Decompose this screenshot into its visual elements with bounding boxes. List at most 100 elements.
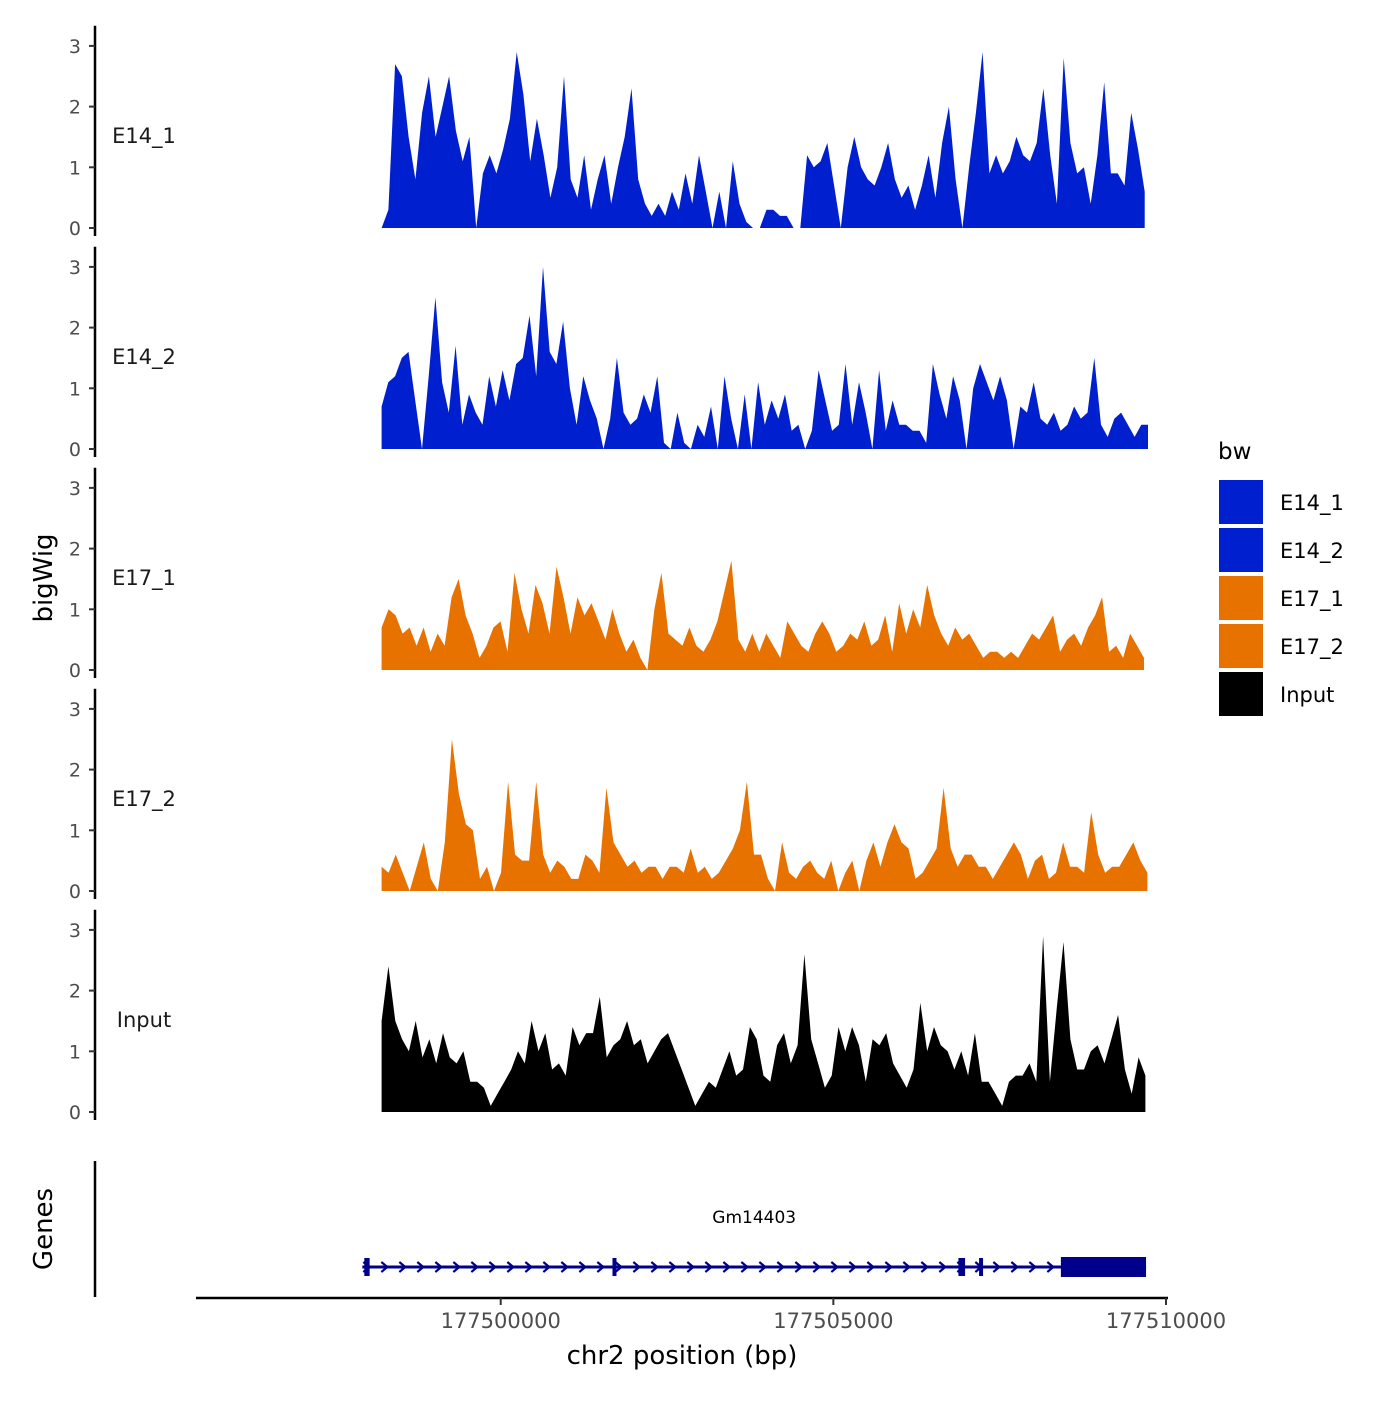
x-tick-label: 177505000 — [773, 1309, 893, 1333]
y-tick-label: 0 — [69, 218, 81, 240]
strand-chevron — [1028, 1261, 1038, 1273]
y-tick-label: 1 — [69, 157, 81, 179]
legend-key-E14_1 — [1219, 480, 1263, 524]
strand-chevron — [416, 1261, 426, 1273]
strand-chevron — [866, 1261, 876, 1273]
y-tick-label: 2 — [69, 318, 81, 340]
coverage-area-E14_1 — [381, 52, 1145, 228]
gene-exon — [979, 1258, 984, 1276]
x-tick-label: 177500000 — [441, 1309, 561, 1333]
strand-chevron — [380, 1261, 390, 1273]
legend-label-E17_1: E17_1 — [1280, 587, 1344, 612]
strand-chevron — [578, 1261, 588, 1273]
track-label-E17_1: E17_1 — [112, 566, 176, 591]
strand-chevron — [884, 1261, 894, 1273]
strand-chevron — [434, 1261, 444, 1273]
strand-chevron — [398, 1261, 408, 1273]
strand-chevron — [614, 1261, 624, 1273]
y-tick-label: 1 — [69, 378, 81, 400]
track-E14_1: 0 1 2 3 E14_1 — [69, 25, 1145, 240]
y-tick-label: 0 — [69, 881, 81, 903]
strand-chevron — [830, 1261, 840, 1273]
track-E17_1: 0 1 2 3 E17_1 — [69, 467, 1145, 682]
strand-chevron — [1046, 1261, 1056, 1273]
y-tick-label: 2 — [69, 760, 81, 782]
legend-key-E17_2 — [1219, 624, 1263, 668]
coverage-area-Input — [381, 936, 1146, 1112]
y-axis-title: bigWig — [29, 533, 59, 622]
strand-chevron — [542, 1261, 552, 1273]
y-tick-label: 2 — [69, 97, 81, 119]
legend-label-E14_2: E14_2 — [1280, 539, 1344, 564]
y-tick-label: 3 — [69, 699, 81, 721]
coverage-area-E17_2 — [381, 739, 1148, 891]
legend-key-Input — [1219, 672, 1263, 716]
gene-track: Gm14403 — [93, 1161, 1147, 1297]
coverage-area-E14_2 — [381, 266, 1149, 449]
legend-key-E17_1 — [1219, 576, 1263, 620]
coverage-area-E17_1 — [381, 560, 1145, 670]
coverage-tracks: 0 1 2 3 E14_1 0 1 2 3 E14_2 0 1 2 3 E17_1 0 1 2 3 E17_2 0 1 2 3… — [69, 25, 1149, 1124]
track-label-E14_2: E14_2 — [112, 345, 176, 370]
y-tick-label: 1 — [69, 820, 81, 842]
y-tick-label: 0 — [69, 660, 81, 682]
legend-title: bw — [1218, 439, 1251, 465]
genes-axis-title: Genes — [29, 1188, 59, 1270]
track-E14_2: 0 1 2 3 E14_2 — [69, 246, 1149, 461]
strand-chevron — [848, 1261, 858, 1273]
y-tick-label: 2 — [69, 981, 81, 1003]
strand-chevron — [560, 1261, 570, 1273]
strand-chevron — [758, 1261, 768, 1273]
y-tick-label: 1 — [69, 1041, 81, 1063]
gene-name-label: Gm14403 — [712, 1208, 796, 1228]
strand-chevron — [452, 1261, 462, 1273]
strand-chevron — [632, 1261, 642, 1273]
strand-chevron — [812, 1261, 822, 1273]
y-tick-label: 0 — [69, 1102, 81, 1124]
strand-chevron — [920, 1261, 930, 1273]
y-tick-label: 3 — [69, 478, 81, 500]
strand-chevron — [686, 1261, 696, 1273]
y-tick-label: 3 — [69, 36, 81, 58]
strand-chevron — [650, 1261, 660, 1273]
strand-chevron — [524, 1261, 534, 1273]
strand-chevron — [902, 1261, 912, 1273]
x-axis-title: chr2 position (bp) — [567, 1341, 798, 1371]
track-label-E17_2: E17_2 — [112, 787, 176, 812]
strand-chevron — [704, 1261, 714, 1273]
legend: bw E14_1 E14_2 E17_1 E17_2 Input — [1218, 439, 1344, 716]
gene-coding-exon — [1060, 1257, 1147, 1277]
x-tick-label: 177510000 — [1106, 1309, 1226, 1333]
strand-chevron — [1010, 1261, 1020, 1273]
legend-label-E14_1: E14_1 — [1280, 491, 1344, 516]
strand-chevron — [938, 1261, 948, 1273]
strand-chevron — [776, 1261, 786, 1273]
gene-exon — [958, 1258, 966, 1276]
x-axis: 177500000 177505000 177510000 — [196, 1296, 1226, 1333]
gene-exon — [612, 1258, 617, 1276]
legend-label-Input: Input — [1280, 683, 1334, 707]
track-label-Input: Input — [117, 1008, 171, 1032]
legend-key-E14_2 — [1219, 528, 1263, 572]
gene-exon — [364, 1258, 370, 1276]
strand-chevron — [470, 1261, 480, 1273]
strand-chevron — [722, 1261, 732, 1273]
strand-chevron — [794, 1261, 804, 1273]
y-tick-label: 3 — [69, 257, 81, 279]
y-tick-label: 3 — [69, 920, 81, 942]
strand-chevron — [668, 1261, 678, 1273]
strand-chevron — [596, 1261, 606, 1273]
strand-chevron — [740, 1261, 750, 1273]
strand-chevron — [992, 1261, 1002, 1273]
strand-chevron — [506, 1261, 516, 1273]
legend-label-E17_2: E17_2 — [1280, 635, 1344, 660]
track-E17_2: 0 1 2 3 E17_2 — [69, 688, 1148, 903]
y-tick-label: 2 — [69, 539, 81, 561]
y-tick-label: 0 — [69, 439, 81, 461]
track-Input: 0 1 2 3 Input — [69, 909, 1146, 1124]
track-label-E14_1: E14_1 — [112, 124, 176, 149]
strand-chevron — [488, 1261, 498, 1273]
y-tick-label: 1 — [69, 599, 81, 621]
